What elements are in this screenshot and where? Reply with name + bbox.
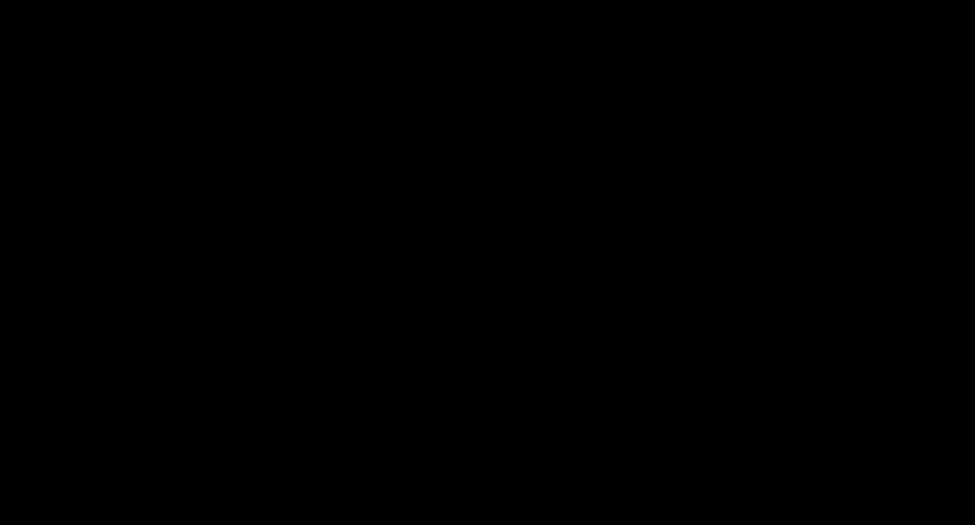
chart-title: Compilation time of module [294, 6, 519, 26]
x-axis-label: Functions [373, 502, 440, 519]
